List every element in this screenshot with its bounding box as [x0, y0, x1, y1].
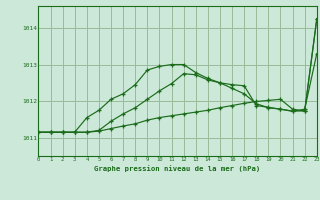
- X-axis label: Graphe pression niveau de la mer (hPa): Graphe pression niveau de la mer (hPa): [94, 165, 261, 172]
